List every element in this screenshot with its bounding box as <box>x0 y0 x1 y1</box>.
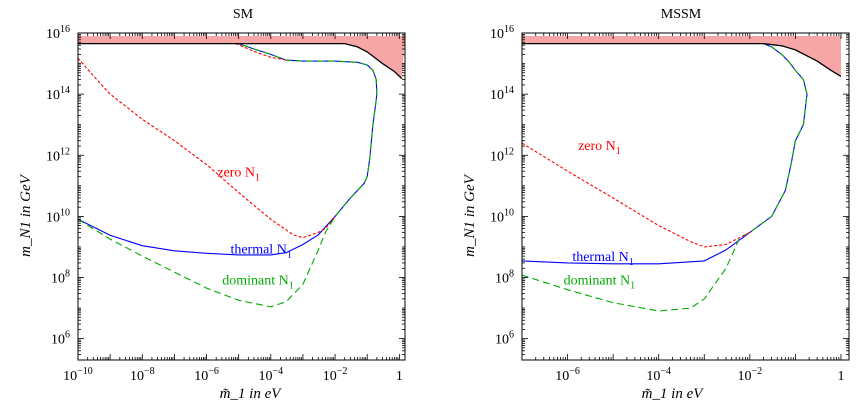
sm-y-tick-label: 1016 <box>46 24 70 42</box>
sm-y-tick-label: 106 <box>51 330 70 348</box>
sm-panel-title: SM <box>233 7 254 22</box>
mssm-y-axis-label: m_N1 in GeV <box>462 173 478 256</box>
sm-x-tick-label: 10−10 <box>63 366 93 384</box>
mssm-y-tick-label: 106 <box>495 330 514 348</box>
mssm-y-tick-label: 1012 <box>490 146 514 164</box>
sm-plot-frame <box>77 32 406 361</box>
mssm-panel-title: MSSM <box>661 7 702 22</box>
mssm-plot-frame <box>521 32 850 361</box>
sm-excluded-region <box>78 36 405 79</box>
mssm-x-axis-label: m̃_1 in eV <box>642 386 705 402</box>
mssm-y-tick-label: 108 <box>495 269 514 287</box>
mssm-x-tick-label: 10−2 <box>738 366 763 384</box>
mssm-x-tick-label: 10−6 <box>555 366 580 384</box>
mssm-annotation: dominant N1 <box>564 273 636 291</box>
sm-x-tick-label: 1 <box>396 369 403 384</box>
mssm-series-zero-n1 <box>521 142 751 248</box>
sm-x-tick-label: 10−4 <box>258 366 283 384</box>
mssm-annotation: zero N1 <box>578 139 621 157</box>
sm-x-tick-label: 10−2 <box>323 366 348 384</box>
mssm-excluded-region <box>522 36 841 77</box>
sm-panel: 10−10 10−8 10−6 10−4 10−2 1 106 108 1010 1012 1014… <box>18 7 406 402</box>
sm-y-tick-label: 1010 <box>46 207 70 225</box>
sm-x-tick-label: 10−8 <box>130 366 155 384</box>
sm-series-zero-n1-upper <box>235 43 287 61</box>
mssm-boundary-curve <box>522 42 842 77</box>
sm-series-thermal-n1 <box>77 43 378 256</box>
mssm-x-tick-label: 1 <box>837 369 844 384</box>
sm-y-tick-label: 1012 <box>46 146 70 164</box>
sm-y-tick-label: 108 <box>51 269 70 287</box>
sm-x-axis-label: m̃_1 in eV <box>220 386 283 402</box>
mssm-y-tick-label: 1010 <box>490 207 514 225</box>
sm-annotation: thermal N1 <box>230 243 291 261</box>
mssm-y-tick-label: 1016 <box>490 24 514 42</box>
sm-boundary-curve <box>78 42 403 80</box>
mssm-annotation: thermal N1 <box>572 250 633 268</box>
sm-series-zero-n1 <box>77 57 336 239</box>
sm-series-dominant-n1 <box>77 43 378 308</box>
mssm-panel: 10−6 10−4 10−2 1 106 108 1010 1012 1014 1016 MSSM m… <box>462 7 850 402</box>
sm-y-axis-label: m_N1 in GeV <box>18 173 34 256</box>
sm-annotation: dominant N1 <box>222 273 294 291</box>
sm-x-tick-label: 10−6 <box>194 366 219 384</box>
mssm-y-tick-label: 1014 <box>490 85 514 103</box>
mssm-x-tick-label: 10−4 <box>646 366 671 384</box>
sm-y-tick-label: 1014 <box>46 85 70 103</box>
mssm-series-thermal-n1 <box>521 43 808 265</box>
sm-annotation: zero N1 <box>217 166 260 184</box>
mssm-series-dominant-n1 <box>521 43 808 312</box>
